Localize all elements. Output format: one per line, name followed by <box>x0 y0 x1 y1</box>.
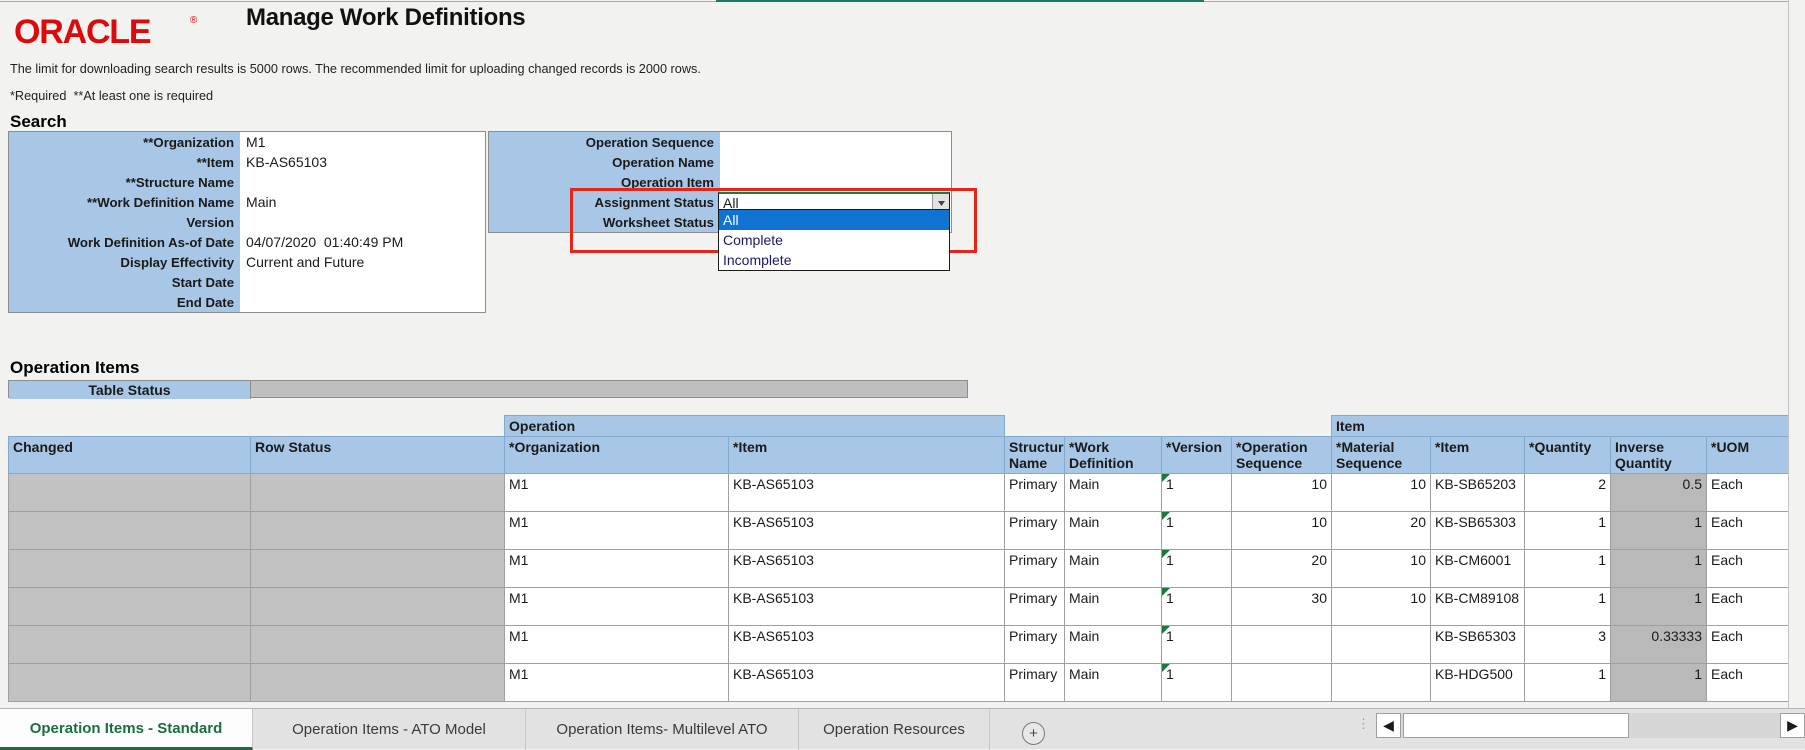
svg-text:ORACLE: ORACLE <box>14 13 151 51</box>
